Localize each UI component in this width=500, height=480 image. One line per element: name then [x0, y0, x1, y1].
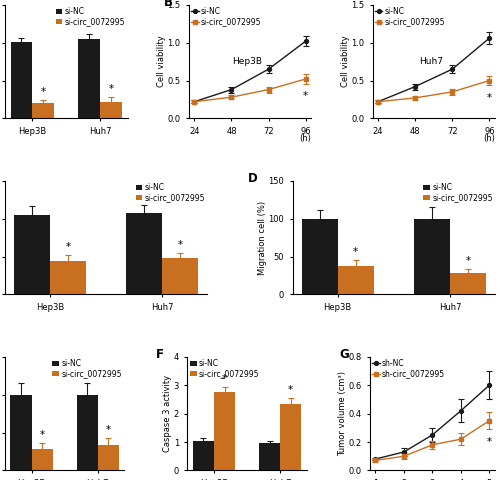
Y-axis label: Cell viability: Cell viability: [157, 36, 166, 87]
sh-circ_0072995: [372, 457, 378, 463]
Text: B: B: [164, 0, 173, 9]
Bar: [98, 445, 119, 470]
Text: Hep3B: Hep3B: [232, 57, 262, 66]
Y-axis label: Cell viability: Cell viability: [340, 36, 349, 87]
Line: sh-circ_0072995: sh-circ_0072995: [374, 419, 492, 462]
Text: *: *: [466, 256, 470, 266]
sh-NC: [430, 432, 436, 438]
Text: *: *: [487, 93, 492, 103]
sh-circ_0072995: [458, 436, 464, 442]
si-circ_0072995: [486, 78, 492, 84]
Line: si-NC: si-NC: [376, 36, 492, 104]
si-circ_0072995: [450, 89, 456, 95]
sh-NC: [372, 456, 378, 462]
sh-NC: [486, 383, 492, 388]
si-NC: [192, 99, 198, 105]
Legend: sh-NC, sh-circ_0072995: sh-NC, sh-circ_0072995: [372, 359, 446, 379]
Y-axis label: Migration cell (%): Migration cell (%): [258, 201, 267, 275]
Legend: si-NC, si-circ_0072995: si-NC, si-circ_0072995: [422, 182, 494, 203]
Bar: [259, 444, 280, 470]
si-NC: [412, 84, 418, 89]
Line: si-circ_0072995: si-circ_0072995: [376, 79, 492, 104]
Text: *: *: [108, 84, 114, 95]
Text: *: *: [222, 374, 227, 384]
Text: (h): (h): [300, 134, 311, 143]
si-NC: [375, 99, 381, 105]
si-NC: [486, 35, 492, 41]
si-circ_0072995: [375, 99, 381, 105]
Bar: [10, 42, 32, 119]
Bar: [32, 449, 52, 470]
Text: *: *: [106, 425, 111, 435]
Bar: [100, 102, 122, 119]
si-NC: [228, 87, 234, 93]
Bar: [338, 266, 374, 294]
si-circ_0072995: [228, 94, 234, 100]
Bar: [193, 441, 214, 470]
sh-NC: [458, 408, 464, 414]
Text: *: *: [486, 437, 492, 447]
Legend: si-NC, si-circ_0072995: si-NC, si-circ_0072995: [135, 182, 206, 203]
Bar: [414, 219, 450, 294]
Bar: [450, 273, 486, 294]
Text: (h): (h): [483, 134, 495, 143]
Text: *: *: [66, 242, 70, 252]
Bar: [32, 103, 54, 119]
Y-axis label: Caspase 3 activity: Caspase 3 activity: [164, 375, 172, 452]
Bar: [280, 404, 301, 470]
si-circ_0072995: [302, 76, 308, 82]
sh-circ_0072995: [486, 418, 492, 423]
si-circ_0072995: [412, 95, 418, 101]
Text: G: G: [340, 348, 349, 361]
sh-NC: [401, 449, 407, 455]
Bar: [14, 215, 50, 294]
Legend: si-NC, si-circ_0072995: si-NC, si-circ_0072995: [55, 6, 126, 27]
Bar: [50, 261, 86, 294]
Line: si-NC: si-NC: [192, 39, 308, 104]
Legend: si-NC, si-circ_0072995: si-NC, si-circ_0072995: [189, 359, 260, 379]
si-NC: [450, 66, 456, 72]
Text: F: F: [156, 348, 164, 361]
Legend: si-NC, si-circ_0072995: si-NC, si-circ_0072995: [52, 359, 123, 379]
Line: si-circ_0072995: si-circ_0072995: [192, 77, 308, 104]
Bar: [10, 395, 31, 470]
Text: *: *: [40, 430, 44, 440]
Bar: [78, 39, 100, 119]
Legend: si-NC, si-circ_0072995: si-NC, si-circ_0072995: [374, 6, 446, 27]
Bar: [302, 219, 338, 294]
si-circ_0072995: [266, 87, 272, 93]
Text: D: D: [248, 172, 258, 185]
Text: *: *: [40, 87, 46, 97]
Bar: [76, 395, 98, 470]
Legend: si-NC, si-circ_0072995: si-NC, si-circ_0072995: [190, 6, 262, 27]
Bar: [126, 213, 162, 294]
Bar: [214, 392, 235, 470]
si-circ_0072995: [192, 99, 198, 105]
sh-circ_0072995: [401, 453, 407, 459]
si-NC: [302, 38, 308, 44]
Text: Huh7: Huh7: [420, 57, 444, 66]
Text: *: *: [303, 92, 308, 101]
Y-axis label: Tumor volume (cm³): Tumor volume (cm³): [338, 371, 347, 456]
Text: *: *: [353, 248, 358, 257]
Line: sh-NC: sh-NC: [374, 384, 492, 461]
Text: *: *: [288, 385, 293, 395]
Bar: [162, 258, 198, 294]
si-NC: [266, 66, 272, 72]
Text: *: *: [178, 240, 183, 250]
sh-circ_0072995: [430, 442, 436, 448]
